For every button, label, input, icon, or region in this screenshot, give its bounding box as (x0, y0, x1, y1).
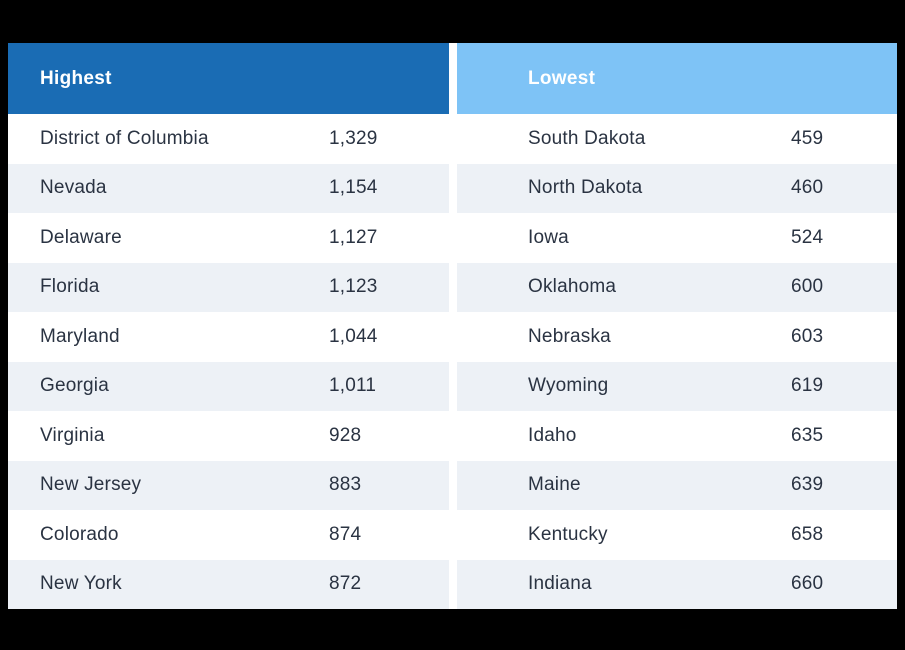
state-name: New Jersey (40, 474, 142, 496)
state-value: 660 (791, 573, 824, 595)
state-name: District of Columbia (40, 127, 209, 149)
state-value: 600 (791, 276, 824, 298)
state-value: 874 (329, 523, 362, 545)
state-value: 459 (791, 127, 824, 149)
state-name: Nebraska (528, 325, 611, 347)
state-value: 460 (791, 177, 824, 199)
state-name: Maryland (40, 325, 120, 347)
comparison-table: Highest District of Columbia 1,329 Nevad… (8, 43, 897, 609)
state-name: Oklahoma (528, 276, 617, 298)
table-row: Delaware 1,127 (8, 213, 449, 263)
state-name: Delaware (40, 226, 122, 248)
table-row: Georgia 1,011 (8, 361, 449, 411)
table-row: Kentucky 658 (457, 510, 897, 560)
state-name: New York (40, 573, 122, 595)
state-value: 1,127 (329, 226, 378, 248)
state-name: Maine (528, 474, 581, 496)
table-row: Idaho 635 (457, 411, 897, 461)
state-name: Iowa (528, 226, 569, 248)
table-row: South Dakota 459 (457, 114, 897, 164)
state-value: 658 (791, 523, 824, 545)
table-row: Colorado 874 (8, 510, 449, 560)
lowest-rows: South Dakota 459 North Dakota 460 Iowa 5… (457, 114, 897, 609)
table-row: Wyoming 619 (457, 361, 897, 411)
state-name: Wyoming (528, 375, 609, 397)
state-name: Kentucky (528, 523, 608, 545)
state-value: 635 (791, 424, 824, 446)
lowest-panel: Lowest South Dakota 459 North Dakota 460… (457, 43, 897, 609)
table-row: New Jersey 883 (8, 460, 449, 510)
state-value: 872 (329, 573, 362, 595)
highest-panel: Highest District of Columbia 1,329 Nevad… (8, 43, 449, 609)
state-value: 883 (329, 474, 362, 496)
state-value: 928 (329, 424, 362, 446)
state-value: 1,123 (329, 276, 378, 298)
table-row: Virginia 928 (8, 411, 449, 461)
table-row: Maryland 1,044 (8, 312, 449, 362)
state-value: 1,044 (329, 325, 378, 347)
state-name: North Dakota (528, 177, 643, 199)
state-name: Virginia (40, 424, 105, 446)
highest-header-label: Highest (40, 67, 112, 89)
state-value: 524 (791, 226, 824, 248)
lowest-header-label: Lowest (528, 67, 596, 89)
table-row: District of Columbia 1,329 (8, 114, 449, 164)
state-name: Florida (40, 276, 100, 298)
state-value: 619 (791, 375, 824, 397)
table-row: Florida 1,123 (8, 262, 449, 312)
table-row: North Dakota 460 (457, 163, 897, 213)
state-name: South Dakota (528, 127, 646, 149)
state-name: Idaho (528, 424, 577, 446)
state-name: Georgia (40, 375, 109, 397)
state-value: 639 (791, 474, 824, 496)
lowest-header: Lowest (457, 43, 897, 114)
highest-rows: District of Columbia 1,329 Nevada 1,154 … (8, 114, 449, 609)
state-name: Nevada (40, 177, 107, 199)
table-row: Oklahoma 600 (457, 262, 897, 312)
state-value: 1,011 (329, 375, 377, 397)
table-row: Maine 639 (457, 460, 897, 510)
state-name: Indiana (528, 573, 592, 595)
state-value: 1,154 (329, 177, 378, 199)
table-row: Iowa 524 (457, 213, 897, 263)
highest-header: Highest (8, 43, 449, 114)
table-row: Indiana 660 (457, 559, 897, 609)
table-row: New York 872 (8, 559, 449, 609)
table-row: Nebraska 603 (457, 312, 897, 362)
state-value: 1,329 (329, 127, 378, 149)
state-value: 603 (791, 325, 824, 347)
table-row: Nevada 1,154 (8, 163, 449, 213)
state-name: Colorado (40, 523, 119, 545)
